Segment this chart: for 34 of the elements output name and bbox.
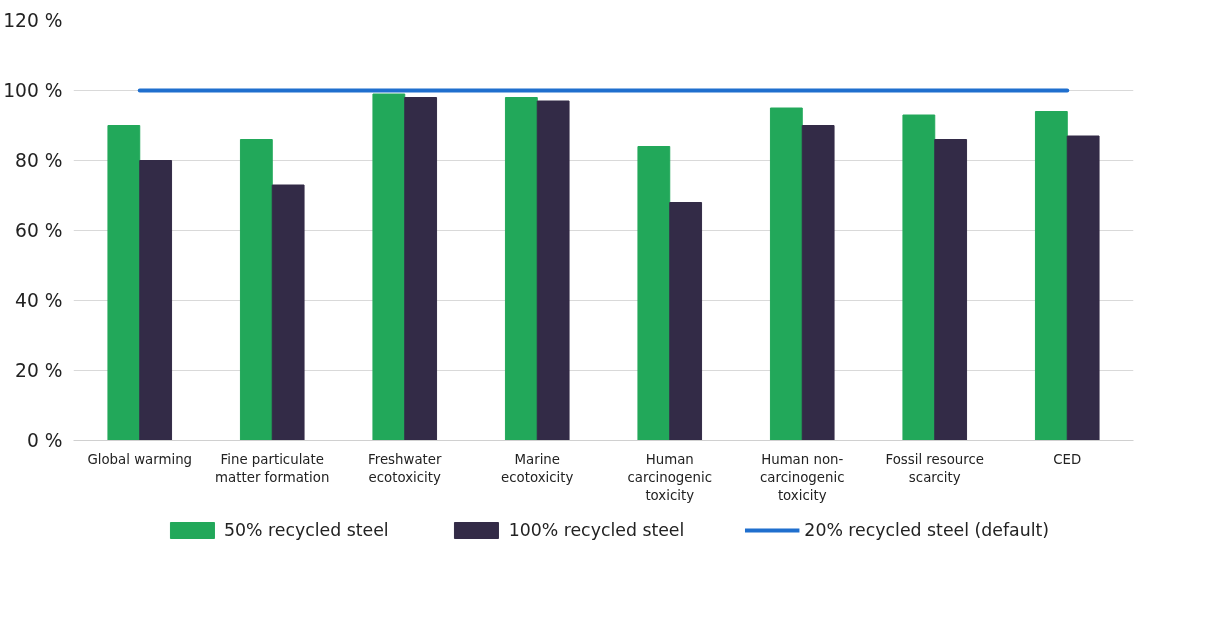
bar: [271, 184, 305, 441]
x-tick-label: Marine ecotoxicity: [501, 451, 574, 485]
bar: [637, 146, 671, 441]
bar: [139, 160, 173, 441]
x-tick-label: Fossil resource scarcity: [885, 451, 985, 485]
x-tick-label: Human non-carcinogenic toxicity: [760, 451, 845, 503]
y-tick-label: 40 %: [15, 290, 63, 311]
legend-label: 20% recycled steel (default): [804, 520, 1050, 540]
y-tick-label: 100 %: [3, 80, 63, 101]
y-tick-label: 80 %: [15, 150, 63, 171]
bar: [1034, 111, 1068, 441]
bar: [504, 97, 538, 441]
bar: [372, 93, 406, 441]
bar: [404, 97, 438, 441]
x-tick-label: Human carcinogenic toxicity: [627, 451, 712, 503]
x-tick-label: Freshwater ecotoxicity: [368, 451, 442, 485]
x-tick-label: Fine particulate matter formation: [215, 451, 330, 485]
legend-label: 100% recycled steel: [508, 520, 685, 540]
y-tick-label: 20 %: [15, 360, 63, 381]
x-tick-label: CED: [1053, 451, 1082, 467]
bar: [669, 202, 703, 441]
bar: [1066, 135, 1100, 441]
bar: [934, 139, 968, 441]
bar: [902, 114, 936, 441]
bar: [801, 125, 835, 441]
x-tick-label: Global warming: [87, 451, 193, 467]
bar: [239, 139, 273, 441]
y-tick-label: 0 %: [26, 430, 63, 451]
y-tick-label: 120 %: [3, 10, 63, 31]
bar: [107, 125, 141, 441]
bar: [769, 107, 803, 441]
y-tick-label: 60 %: [15, 220, 63, 241]
legend-label: 50% recycled steel: [223, 520, 389, 540]
bar: [536, 100, 570, 441]
